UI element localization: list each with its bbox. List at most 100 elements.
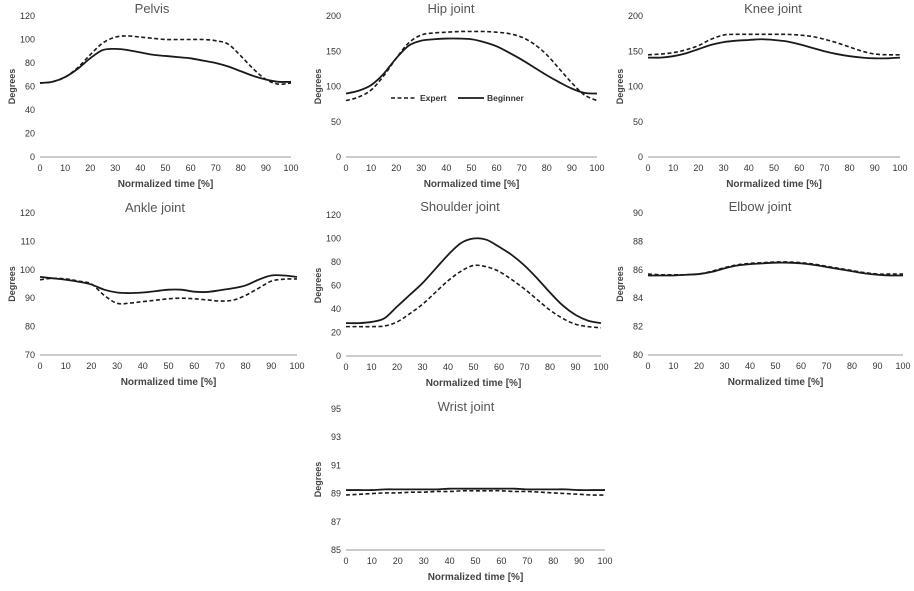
shoulder-joint-y-tick-label: 20 xyxy=(331,328,341,338)
legend-label-expert: Expert xyxy=(420,93,447,103)
hip-joint-x-tick-label: 50 xyxy=(466,163,476,173)
pelvis-series-expert xyxy=(39,35,292,86)
wrist-joint-series-expert xyxy=(345,489,606,496)
knee-joint-x-tick-label: 70 xyxy=(819,163,829,173)
shoulder-joint-x-tick-label: 30 xyxy=(417,362,427,372)
knee-joint-title: Knee joint xyxy=(744,1,802,16)
shoulder-joint-chart: Shoulder joint 0 10 20 30 40 50 60 70 80 90 100 0 20 4… xyxy=(313,199,609,389)
pelvis-x-tick-label: 10 xyxy=(60,163,70,173)
knee-joint-x-tick-label: 40 xyxy=(744,163,754,173)
knee-joint-x-tick-label: 10 xyxy=(668,163,678,173)
hip-joint-x-tick-label: 90 xyxy=(567,163,577,173)
elbow-joint-chart: Elbow joint 0 10 20 30 40 50 60 70 80 90 100 80 82 84 8… xyxy=(615,199,911,388)
pelvis-x-tick-label: 40 xyxy=(135,163,145,173)
pelvis-y-tick-label: 40 xyxy=(25,105,35,115)
pelvis-x-tick-label: 50 xyxy=(160,163,170,173)
hip-joint-legend: Expert Beginner xyxy=(391,93,525,103)
hip-joint-y-tick-label: 0 xyxy=(336,152,341,162)
wrist-joint-x-tick-label: 90 xyxy=(574,556,584,566)
shoulder-joint-y-tick-label: 120 xyxy=(326,210,341,220)
knee-joint-x-tick-label: 80 xyxy=(845,163,855,173)
wrist-joint-y-tick-label: 93 xyxy=(331,432,341,442)
wrist-joint-x-tick-label: 50 xyxy=(470,556,480,566)
knee-joint-chart: Knee joint 0 10 20 30 40 50 60 70 80 90 100 0 50 100 15… xyxy=(615,1,908,190)
wrist-joint-x-tick-label: 10 xyxy=(367,556,377,566)
hip-joint-title: Hip joint xyxy=(428,1,475,16)
shoulder-joint-y-tick-label: 0 xyxy=(336,351,341,361)
hip-joint-y-axis-title: Degrees xyxy=(313,69,323,105)
shoulder-joint-x-tick-label: 0 xyxy=(343,362,348,372)
ankle-joint-x-tick-label: 10 xyxy=(61,361,71,371)
shoulder-joint-x-axis-title: Normalized time [%] xyxy=(426,378,522,389)
knee-joint-y-axis-title: Degrees xyxy=(615,69,625,105)
shoulder-joint-x-tick-label: 20 xyxy=(392,362,402,372)
ankle-joint-x-tick-label: 90 xyxy=(266,361,276,371)
ankle-joint-x-tick-label: 0 xyxy=(37,361,42,371)
knee-joint-y-tick-label: 150 xyxy=(628,46,643,56)
ankle-joint-x-tick-label: 80 xyxy=(241,361,251,371)
elbow-joint-y-tick-label: 80 xyxy=(633,350,643,360)
shoulder-joint-x-tick-label: 70 xyxy=(519,362,529,372)
shoulder-joint-y-tick-label: 40 xyxy=(331,304,341,314)
ankle-joint-title: Ankle joint xyxy=(125,200,185,215)
pelvis-y-tick-label: 60 xyxy=(25,82,35,92)
wrist-joint-y-tick-label: 85 xyxy=(331,545,341,555)
ankle-joint-y-tick-label: 120 xyxy=(20,208,35,218)
shoulder-joint-x-tick-label: 50 xyxy=(468,362,478,372)
hip-joint-x-tick-label: 60 xyxy=(492,163,502,173)
ankle-joint-y-tick-label: 80 xyxy=(25,322,35,332)
hip-joint-y-tick-label: 200 xyxy=(326,11,341,21)
pelvis-x-tick-label: 90 xyxy=(261,163,271,173)
pelvis-x-tick-label: 100 xyxy=(283,163,298,173)
wrist-joint-y-axis-title: Degrees xyxy=(313,462,323,498)
ankle-joint-y-tick-label: 110 xyxy=(21,236,35,246)
wrist-joint-x-tick-label: 20 xyxy=(393,556,403,566)
shoulder-joint-series-expert xyxy=(345,264,602,329)
ankle-joint-x-tick-label: 70 xyxy=(215,361,225,371)
ankle-joint-y-axis-title: Degrees xyxy=(7,266,17,302)
shoulder-joint-y-tick-label: 100 xyxy=(326,234,341,244)
knee-joint-x-tick-label: 60 xyxy=(794,163,804,173)
legend-label-beginner: Beginner xyxy=(487,93,525,103)
hip-joint-x-tick-label: 40 xyxy=(441,163,451,173)
pelvis-x-tick-label: 0 xyxy=(37,163,42,173)
shoulder-joint-x-tick-label: 60 xyxy=(494,362,504,372)
hip-joint-chart: Hip joint 0 10 20 30 40 50 60 70 80 90 100 0 50 100 150… xyxy=(313,1,605,190)
ankle-joint-y-tick-label: 90 xyxy=(25,293,35,303)
knee-joint-x-tick-label: 0 xyxy=(645,163,650,173)
shoulder-joint-series-beginner xyxy=(345,237,602,325)
ankle-joint-x-tick-label: 20 xyxy=(86,361,96,371)
hip-joint-series-beginner xyxy=(345,37,598,95)
elbow-joint-x-tick-label: 20 xyxy=(694,361,704,371)
wrist-joint-x-tick-label: 80 xyxy=(548,556,558,566)
elbow-joint-x-tick-label: 80 xyxy=(847,361,857,371)
hip-joint-x-tick-label: 20 xyxy=(391,163,401,173)
elbow-joint-y-tick-label: 86 xyxy=(633,265,643,275)
wrist-joint-x-tick-label: 0 xyxy=(343,556,348,566)
shoulder-joint-title: Shoulder joint xyxy=(420,199,500,214)
ankle-joint-x-axis-title: Normalized time [%] xyxy=(121,377,217,388)
ankle-joint-x-tick-label: 60 xyxy=(189,361,199,371)
wrist-joint-y-tick-label: 89 xyxy=(331,489,341,499)
elbow-joint-series-beginner xyxy=(647,261,904,277)
wrist-joint-x-tick-label: 100 xyxy=(597,556,612,566)
wrist-joint-chart: Wrist joint 0 10 20 30 40 50 60 70 80 90 100 85 87 89 9… xyxy=(313,399,613,583)
elbow-joint-x-tick-label: 0 xyxy=(645,361,650,371)
elbow-joint-x-tick-label: 30 xyxy=(719,361,729,371)
elbow-joint-y-axis-title: Degrees xyxy=(615,266,625,302)
pelvis-y-tick-label: 80 xyxy=(25,58,35,68)
shoulder-joint-x-tick-label: 80 xyxy=(545,362,555,372)
pelvis-y-tick-label: 0 xyxy=(30,152,35,162)
knee-joint-x-tick-label: 90 xyxy=(870,163,880,173)
hip-joint-series-expert xyxy=(345,30,598,102)
wrist-joint-title: Wrist joint xyxy=(438,399,495,414)
ankle-joint-x-tick-label: 50 xyxy=(163,361,173,371)
knee-joint-x-tick-label: 50 xyxy=(769,163,779,173)
elbow-joint-x-tick-label: 40 xyxy=(745,361,755,371)
knee-joint-y-tick-label: 100 xyxy=(628,82,643,92)
hip-joint-x-tick-label: 100 xyxy=(589,163,604,173)
pelvis-title: Pelvis xyxy=(135,1,170,16)
elbow-joint-x-tick-label: 100 xyxy=(895,361,910,371)
shoulder-joint-x-tick-label: 90 xyxy=(570,362,580,372)
